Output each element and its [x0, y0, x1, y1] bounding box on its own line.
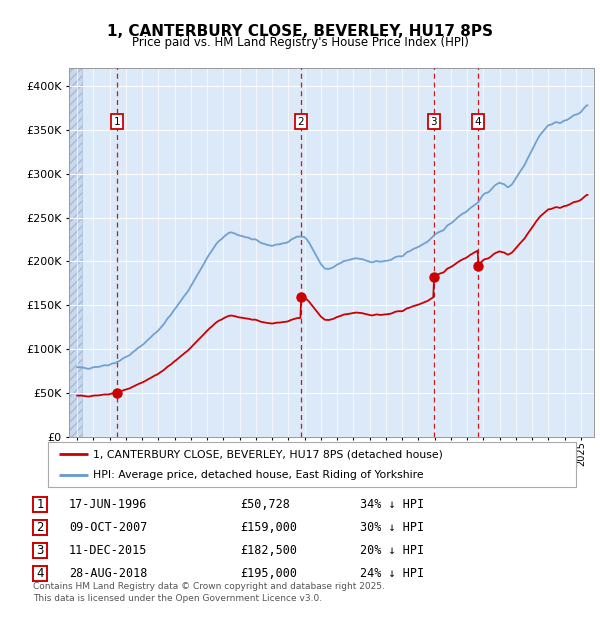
Text: £159,000: £159,000 — [240, 521, 297, 534]
Text: 11-DEC-2015: 11-DEC-2015 — [69, 544, 148, 557]
Text: 1: 1 — [37, 498, 44, 511]
Text: £182,500: £182,500 — [240, 544, 297, 557]
Text: 2: 2 — [298, 117, 304, 126]
Text: 20% ↓ HPI: 20% ↓ HPI — [360, 544, 424, 557]
Text: 2: 2 — [37, 521, 44, 534]
Text: HPI: Average price, detached house, East Riding of Yorkshire: HPI: Average price, detached house, East… — [93, 469, 424, 480]
Text: Contains HM Land Registry data © Crown copyright and database right 2025.
This d: Contains HM Land Registry data © Crown c… — [33, 582, 385, 603]
Text: 17-JUN-1996: 17-JUN-1996 — [69, 498, 148, 511]
Bar — [69, 68, 82, 437]
Text: 34% ↓ HPI: 34% ↓ HPI — [360, 498, 424, 511]
Text: 3: 3 — [430, 117, 437, 126]
Text: 1, CANTERBURY CLOSE, BEVERLEY, HU17 8PS (detached house): 1, CANTERBURY CLOSE, BEVERLEY, HU17 8PS … — [93, 449, 443, 459]
Text: 4: 4 — [37, 567, 44, 580]
Text: 3: 3 — [37, 544, 44, 557]
Text: 09-OCT-2007: 09-OCT-2007 — [69, 521, 148, 534]
Text: 1, CANTERBURY CLOSE, BEVERLEY, HU17 8PS: 1, CANTERBURY CLOSE, BEVERLEY, HU17 8PS — [107, 24, 493, 38]
Text: Price paid vs. HM Land Registry's House Price Index (HPI): Price paid vs. HM Land Registry's House … — [131, 36, 469, 49]
Text: 4: 4 — [475, 117, 481, 126]
Text: 30% ↓ HPI: 30% ↓ HPI — [360, 521, 424, 534]
Text: 28-AUG-2018: 28-AUG-2018 — [69, 567, 148, 580]
Text: 1: 1 — [114, 117, 121, 126]
Text: £50,728: £50,728 — [240, 498, 290, 511]
Text: 24% ↓ HPI: 24% ↓ HPI — [360, 567, 424, 580]
Text: £195,000: £195,000 — [240, 567, 297, 580]
